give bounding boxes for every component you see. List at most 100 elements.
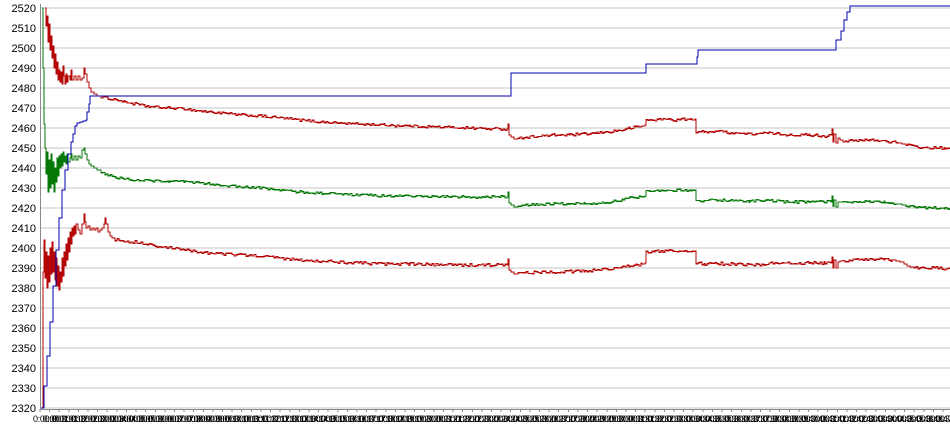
svg-text:0:22:30: 0:22:30 [465, 414, 493, 424]
x-axis-labels: 0:00:000:00:300:01:000:01:300:02:000:02:… [33, 414, 950, 424]
svg-text:0:37:30: 0:37:30 [753, 414, 781, 424]
svg-text:0:31:00: 0:31:00 [629, 414, 657, 424]
svg-text:0:20:00: 0:20:00 [417, 414, 445, 424]
svg-text:0:08:00: 0:08:00 [187, 414, 215, 424]
svg-text:2480: 2480 [12, 83, 36, 95]
svg-text:0:25:00: 0:25:00 [513, 414, 541, 424]
svg-text:0:38:30: 0:38:30 [773, 414, 801, 424]
svg-text:2320: 2320 [12, 403, 36, 415]
svg-text:0:45:30: 0:45:30 [907, 414, 935, 424]
svg-text:2520: 2520 [12, 3, 36, 15]
svg-text:0:22:00: 0:22:00 [456, 414, 484, 424]
svg-text:2430: 2430 [12, 183, 36, 195]
svg-text:0:06:30: 0:06:30 [158, 414, 186, 424]
svg-text:2330: 2330 [12, 383, 36, 395]
svg-text:0:32:30: 0:32:30 [657, 414, 685, 424]
svg-text:0:19:00: 0:19:00 [398, 414, 426, 424]
svg-text:0:10:00: 0:10:00 [225, 414, 253, 424]
svg-text:0:26:00: 0:26:00 [533, 414, 561, 424]
svg-text:0:45:00: 0:45:00 [898, 414, 926, 424]
svg-text:0:26:30: 0:26:30 [542, 414, 570, 424]
svg-text:0:03:00: 0:03:00 [91, 414, 119, 424]
svg-text:2370: 2370 [12, 303, 36, 315]
svg-text:2510: 2510 [12, 23, 36, 35]
svg-text:0:17:30: 0:17:30 [369, 414, 397, 424]
svg-text:2470: 2470 [12, 103, 36, 115]
svg-text:0:20:30: 0:20:30 [427, 414, 455, 424]
svg-text:2420: 2420 [12, 203, 36, 215]
svg-text:0:44:00: 0:44:00 [878, 414, 906, 424]
svg-text:0:13:30: 0:13:30 [292, 414, 320, 424]
svg-text:0:27:00: 0:27:00 [552, 414, 580, 424]
svg-text:0:37:00: 0:37:00 [744, 414, 772, 424]
svg-text:0:28:00: 0:28:00 [571, 414, 599, 424]
svg-text:2460: 2460 [12, 123, 36, 135]
svg-text:0:16:30: 0:16:30 [350, 414, 378, 424]
svg-text:0:30:00: 0:30:00 [609, 414, 637, 424]
svg-text:0:42:00: 0:42:00 [840, 414, 868, 424]
svg-text:0:15:00: 0:15:00 [321, 414, 349, 424]
svg-text:2440: 2440 [12, 163, 36, 175]
svg-text:0:01:00: 0:01:00 [52, 414, 80, 424]
svg-text:0:39:30: 0:39:30 [792, 414, 820, 424]
svg-text:0:42:30: 0:42:30 [850, 414, 878, 424]
svg-text:0:02:00: 0:02:00 [71, 414, 99, 424]
svg-text:0:14:00: 0:14:00 [302, 414, 330, 424]
x-axis-ticks [39, 409, 944, 412]
svg-text:0:08:30: 0:08:30 [196, 414, 224, 424]
svg-text:0:09:00: 0:09:00 [206, 414, 234, 424]
svg-text:0:02:30: 0:02:30 [81, 414, 109, 424]
svg-text:0:33:30: 0:33:30 [677, 414, 705, 424]
svg-text:0:09:30: 0:09:30 [216, 414, 244, 424]
svg-text:0:46:00: 0:46:00 [917, 414, 945, 424]
svg-text:0:00:30: 0:00:30 [43, 414, 71, 424]
svg-text:0:36:30: 0:36:30 [734, 414, 762, 424]
svg-text:0:46:30: 0:46:30 [926, 414, 950, 424]
svg-text:0:04:00: 0:04:00 [110, 414, 138, 424]
series-blue-step-line [41, 5, 950, 409]
series-upper-red-line [45, 7, 950, 151]
svg-text:2490: 2490 [12, 63, 36, 75]
svg-text:0:17:00: 0:17:00 [360, 414, 388, 424]
svg-text:0:39:00: 0:39:00 [782, 414, 810, 424]
svg-text:0:16:00: 0:16:00 [340, 414, 368, 424]
svg-text:0:38:00: 0:38:00 [763, 414, 791, 424]
svg-text:0:24:00: 0:24:00 [494, 414, 522, 424]
svg-text:2340: 2340 [12, 363, 36, 375]
svg-text:0:19:30: 0:19:30 [408, 414, 436, 424]
svg-text:0:44:30: 0:44:30 [888, 414, 916, 424]
svg-text:0:43:30: 0:43:30 [869, 414, 897, 424]
series-lower-red-line [41, 213, 950, 409]
series-green-line [42, 7, 950, 210]
svg-text:0:10:30: 0:10:30 [235, 414, 263, 424]
svg-text:2410: 2410 [12, 223, 36, 235]
svg-text:0:07:30: 0:07:30 [177, 414, 205, 424]
svg-text:2400: 2400 [12, 243, 36, 255]
svg-text:0:34:00: 0:34:00 [686, 414, 714, 424]
svg-text:0:11:30: 0:11:30 [254, 414, 282, 424]
svg-text:0:05:00: 0:05:00 [129, 414, 157, 424]
svg-text:0:40:00: 0:40:00 [802, 414, 830, 424]
svg-text:0:35:00: 0:35:00 [705, 414, 733, 424]
svg-text:2380: 2380 [12, 283, 36, 295]
svg-text:0:12:30: 0:12:30 [273, 414, 301, 424]
svg-text:0:21:00: 0:21:00 [436, 414, 464, 424]
svg-text:0:47:00: 0:47:00 [936, 414, 950, 424]
svg-text:0:14:30: 0:14:30 [312, 414, 340, 424]
axis-lines [40, 4, 950, 410]
svg-text:0:40:30: 0:40:30 [811, 414, 839, 424]
svg-text:0:15:30: 0:15:30 [331, 414, 359, 424]
svg-text:0:31:30: 0:31:30 [638, 414, 666, 424]
svg-text:0:24:30: 0:24:30 [504, 414, 532, 424]
chart-series [41, 5, 950, 409]
gridlines [40, 7, 950, 409]
svg-text:0:18:30: 0:18:30 [388, 414, 416, 424]
svg-text:0:34:30: 0:34:30 [696, 414, 724, 424]
svg-text:0:35:30: 0:35:30 [715, 414, 743, 424]
svg-text:0:43:00: 0:43:00 [859, 414, 887, 424]
svg-text:2390: 2390 [12, 263, 36, 275]
svg-text:0:32:00: 0:32:00 [648, 414, 676, 424]
svg-text:0:21:30: 0:21:30 [446, 414, 474, 424]
svg-text:0:11:00: 0:11:00 [244, 414, 272, 424]
svg-text:0:12:00: 0:12:00 [264, 414, 292, 424]
